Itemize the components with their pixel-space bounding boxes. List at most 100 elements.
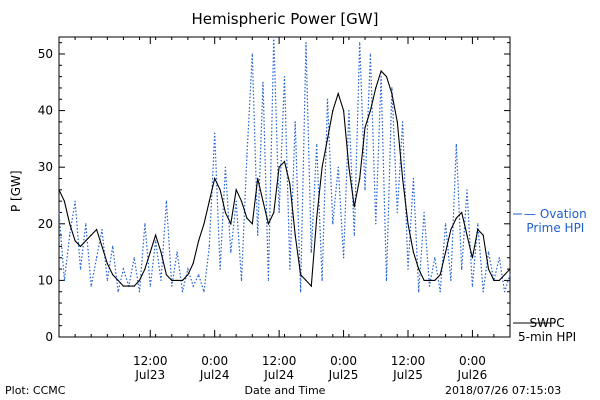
ovation-point [192, 285, 194, 287]
ovation-point [380, 76, 382, 78]
swpc-point [493, 279, 495, 281]
ovation-point [267, 279, 269, 281]
swpc-point [466, 234, 468, 236]
ovation-point [165, 200, 167, 202]
ovation-point [364, 189, 366, 191]
ovation-point [461, 268, 463, 270]
swpc-point [391, 93, 393, 95]
ovation-point [187, 268, 189, 270]
ovation-point [353, 234, 355, 236]
ovation-point [160, 279, 162, 281]
ovation-point [369, 53, 371, 55]
y-tick-label: 50 [38, 47, 53, 61]
ovation-point [138, 291, 141, 293]
ovation-point [423, 211, 425, 214]
ovation-point [90, 285, 92, 287]
series-ovation-line [58, 36, 511, 292]
ovation-point [343, 257, 345, 259]
ovation-point [176, 251, 178, 253]
ovation-point [434, 257, 436, 259]
legend-ovation: — Ovation Prime HPI [524, 207, 587, 235]
swpc-point [69, 223, 71, 225]
swpc-point [487, 268, 490, 270]
ovation-point [240, 279, 243, 281]
swpc-point [171, 279, 173, 281]
x-tick-label-date: Jul23 [134, 368, 165, 382]
x-tick-label-date: Jul25 [392, 368, 423, 382]
ovation-point [79, 268, 82, 270]
swpc-point [402, 177, 404, 180]
swpc-point [198, 240, 200, 242]
swpc-point [385, 76, 388, 78]
swpc-point [498, 279, 500, 281]
swpc-point [58, 189, 60, 191]
y-axis-label: P [GW] [9, 170, 23, 212]
ovation-point [96, 257, 98, 259]
x-tick-label-time: 12:00 [133, 354, 168, 368]
ovation-point [359, 42, 361, 44]
swpc-point [128, 285, 130, 287]
swpc-point [348, 166, 350, 168]
ovation-point [509, 274, 511, 276]
swpc-point [219, 189, 221, 191]
x-tick-label-date: Jul25 [328, 368, 359, 382]
x-tick-label-time: 12:00 [391, 354, 426, 368]
swpc-point [273, 211, 275, 214]
swpc-point [122, 285, 124, 287]
ovation-point [246, 155, 248, 157]
ovation-point [482, 291, 484, 293]
ovation-point [289, 268, 291, 270]
swpc-point [278, 166, 280, 168]
legend-ovation-label: — Ovation Prime HPI [524, 207, 587, 235]
ovation-point [310, 251, 312, 253]
y-tick-label: 10 [38, 273, 53, 287]
swpc-point [138, 279, 141, 281]
swpc-point [101, 245, 103, 247]
swpc-point [149, 251, 151, 253]
ovation-point [385, 279, 388, 281]
ovation-point [257, 234, 259, 236]
ovation-point [171, 285, 173, 287]
swpc-point [326, 138, 329, 140]
swpc-point [369, 110, 371, 112]
ovation-point [133, 257, 135, 259]
swpc-point [428, 279, 431, 281]
swpc-point [85, 240, 87, 242]
ovation-point [101, 228, 103, 231]
x-tick-label-time: 12:00 [262, 354, 297, 368]
swpc-point [332, 110, 334, 112]
swpc-point [96, 228, 98, 231]
swpc-point [257, 177, 259, 180]
x-tick-label-date: Jul26 [457, 368, 488, 382]
swpc-point [504, 274, 506, 276]
swpc-point [359, 177, 361, 180]
ovation-point [504, 291, 506, 293]
chart-title: Hemispheric Power [GW] [191, 10, 379, 28]
ovation-point [203, 291, 205, 293]
swpc-point [289, 183, 291, 185]
ovation-point [224, 166, 226, 168]
ovation-point [305, 42, 307, 44]
swpc-point [418, 268, 420, 270]
ovation-point [439, 291, 441, 293]
ovation-point [418, 291, 420, 293]
plot-frame [58, 36, 511, 338]
ovation-point [466, 189, 468, 191]
swpc-point [63, 200, 65, 202]
ovation-point [273, 36, 275, 38]
y-tick-label: 40 [38, 104, 53, 118]
ovation-point [332, 223, 334, 225]
footer-timestamp: 2018/07/26 07:15:03 [445, 384, 562, 397]
ovation-point [348, 110, 350, 112]
ovation-point [428, 285, 431, 287]
ovation-point [300, 291, 302, 293]
swpc-point [112, 274, 114, 276]
swpc-point [445, 251, 447, 253]
swpc-point [251, 223, 253, 225]
swpc-point [294, 234, 296, 236]
swpc-point [230, 223, 232, 225]
swpc-point [283, 160, 286, 163]
ovation-point [278, 211, 280, 214]
swpc-point [246, 217, 248, 219]
x-tick-label-time: 0:00 [459, 354, 486, 368]
